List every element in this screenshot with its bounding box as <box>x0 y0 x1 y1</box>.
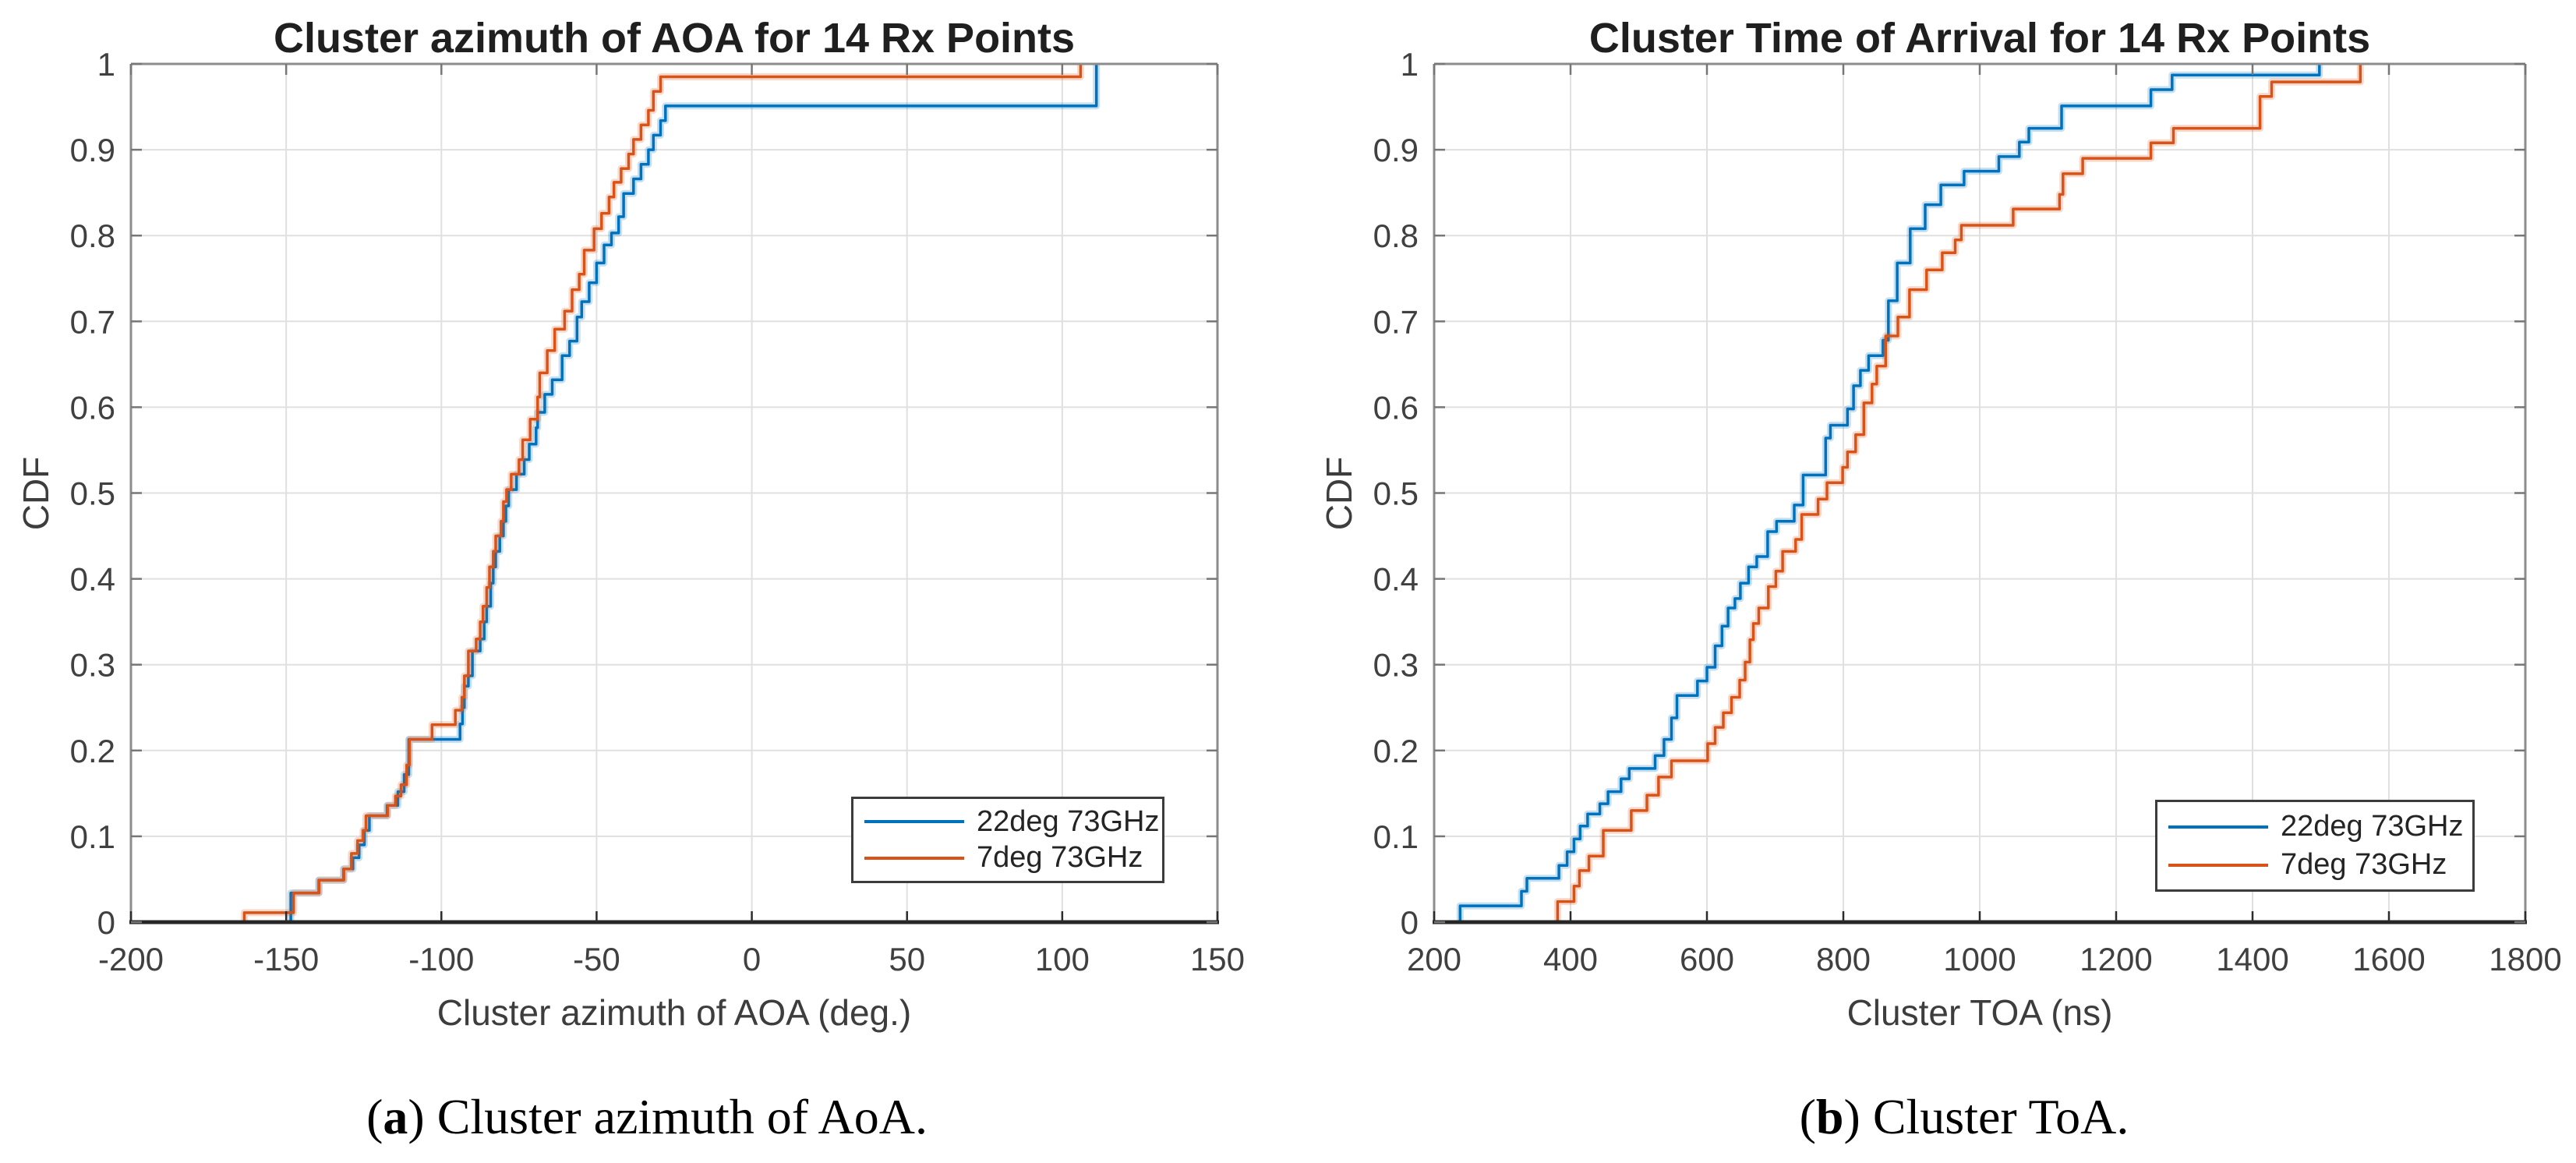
legend-label: 22deg 73GHz <box>2281 810 2464 843</box>
legend-line-sample <box>864 820 964 824</box>
legend-label: 7deg 73GHz <box>977 841 1143 875</box>
x-tick-label: 600 <box>1680 941 1734 977</box>
y-tick-label: 1 <box>97 46 115 83</box>
x-tick-label: 1200 <box>2080 941 2152 977</box>
x-tick-label: -200 <box>98 941 164 977</box>
left-caption: (a) Cluster azimuth of AoA. <box>366 1088 928 1146</box>
y-tick-label: 0.6 <box>1373 389 1419 426</box>
legend-item: 22deg 73GHz <box>2157 810 2472 843</box>
x-tick-label: 100 <box>1035 941 1090 977</box>
y-tick-label: 0.5 <box>1373 475 1419 512</box>
y-tick-label: 0.4 <box>70 561 115 598</box>
x-tick-label: 800 <box>1816 941 1871 977</box>
left-y-axis-label: CDF <box>16 456 56 531</box>
y-tick-label: 0.9 <box>1373 132 1419 168</box>
left-plot-title: Cluster azimuth of AOA for 14 Rx Points <box>273 15 1076 62</box>
right-caption-letter: b <box>1815 1089 1844 1144</box>
left-caption-letter: a <box>383 1089 408 1144</box>
y-tick-label: 0.8 <box>1373 217 1419 254</box>
x-tick-label: 200 <box>1407 941 1461 977</box>
y-tick-label: 0.1 <box>1373 818 1419 855</box>
right-plot-title: Cluster Time of Arrival for 14 Rx Points <box>1588 15 2371 62</box>
cdf-curve <box>1556 64 2362 922</box>
x-tick-label: 1400 <box>2216 941 2288 977</box>
legend-line-sample <box>864 856 964 860</box>
left-x-axis-label: Cluster azimuth of AOA (deg.) <box>436 992 912 1033</box>
y-tick-label: 0.9 <box>70 132 115 168</box>
legend-item: 22deg 73GHz <box>853 805 1162 839</box>
x-tick-label: 400 <box>1543 941 1598 977</box>
y-tick-label: 0.5 <box>70 475 115 512</box>
plot-panel: 200 400 600 800 1000 1200 1400 1600 1800 0 0.1 0.2 0… <box>1373 46 2562 977</box>
y-tick-label: 0.7 <box>1373 303 1419 340</box>
legend-line-sample <box>2168 825 2268 829</box>
x-tick-label: -50 <box>573 941 620 977</box>
right-caption-rest: ) Cluster ToA. <box>1843 1089 2129 1144</box>
right-legend-box: 22deg 73GHz 7deg 73GHz <box>2155 800 2475 892</box>
y-tick-label: 0.6 <box>70 389 115 426</box>
right-caption-open: ( <box>1799 1089 1816 1144</box>
y-tick-label: 0.2 <box>1373 733 1419 769</box>
right-y-axis-label: CDF <box>1319 456 1359 531</box>
y-tick-label: 0.4 <box>1373 561 1419 598</box>
y-tick-label: 0.8 <box>70 217 115 254</box>
x-tick-label: 50 <box>889 941 925 977</box>
y-tick-label: 0 <box>97 904 115 941</box>
x-tick-label: 1000 <box>1943 941 2016 977</box>
legend-item: 7deg 73GHz <box>2157 848 2472 882</box>
left-caption-rest: ) Cluster azimuth of AoA. <box>408 1089 928 1144</box>
legend-item: 7deg 73GHz <box>853 841 1162 875</box>
y-tick-label: 0.2 <box>70 733 115 769</box>
right-x-axis-label: Cluster TOA (ns) <box>1846 992 2113 1033</box>
x-tick-label: 0 <box>743 941 761 977</box>
y-tick-label: 0 <box>1401 904 1419 941</box>
y-tick-label: 0.3 <box>1373 647 1419 684</box>
legend-line-sample <box>2168 863 2268 867</box>
right-caption: (b) Cluster ToA. <box>1800 1088 2129 1146</box>
y-tick-label: 0.1 <box>70 818 115 855</box>
x-tick-label: 1600 <box>2352 941 2425 977</box>
y-tick-label: 0.3 <box>70 647 115 684</box>
x-tick-label: -150 <box>253 941 319 977</box>
x-tick-label: 1800 <box>2489 941 2561 977</box>
cdf-curve <box>289 64 1098 922</box>
x-tick-label: -100 <box>408 941 474 977</box>
legend-label: 7deg 73GHz <box>2281 848 2447 881</box>
legend-label: 22deg 73GHz <box>977 804 1160 838</box>
y-tick-label: 0.7 <box>70 303 115 340</box>
left-caption-open: ( <box>366 1089 383 1144</box>
cdf-curve <box>242 64 1083 922</box>
plot-panel: -200 -150 -100 -50 0 50 100 150 0 0.1 0.2 0.3 0.4 0.5… <box>70 46 1245 977</box>
y-tick-label: 1 <box>1401 46 1419 83</box>
cdf-curve <box>1458 64 2321 922</box>
x-tick-label: 150 <box>1190 941 1245 977</box>
left-legend-box: 22deg 73GHz 7deg 73GHz <box>851 797 1164 883</box>
